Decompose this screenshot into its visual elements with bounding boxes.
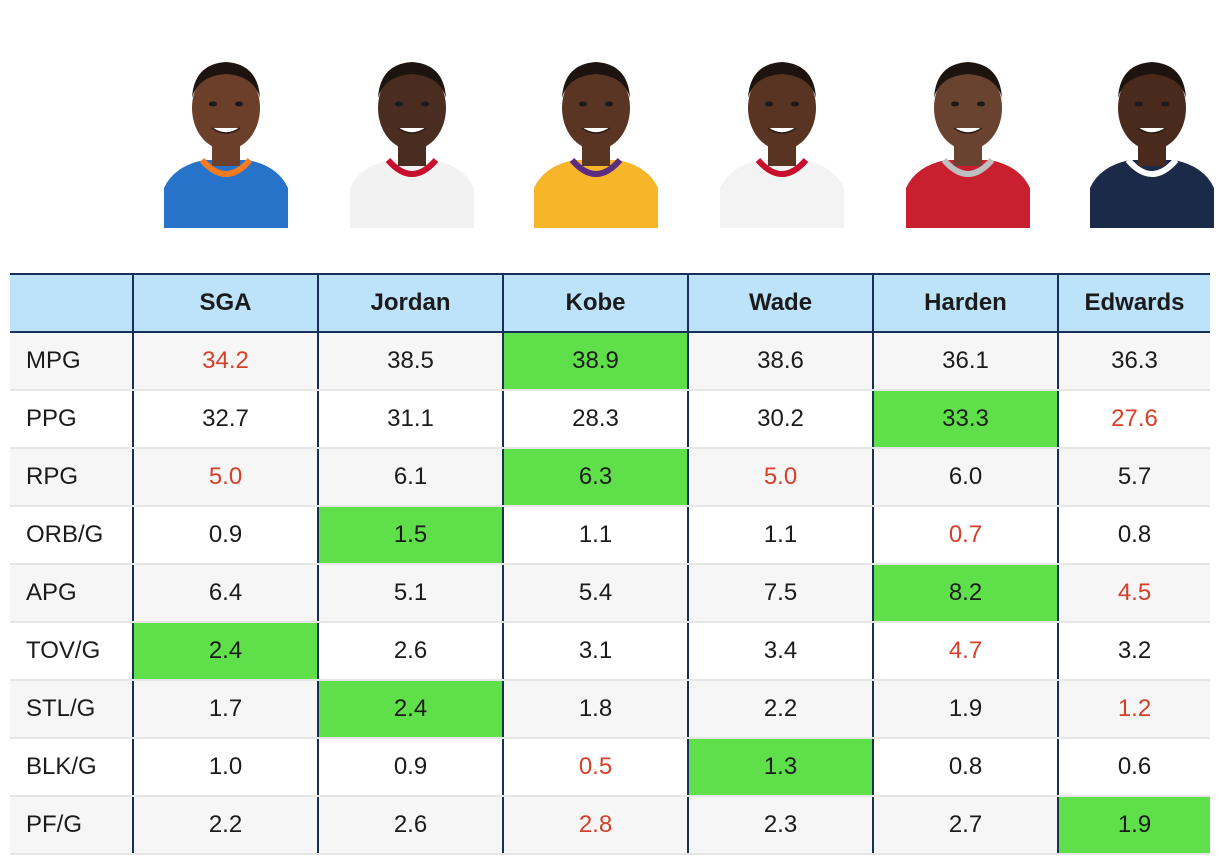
table-row: APG 6.4 5.1 5.4 7.5 8.2 4.5	[10, 564, 1210, 623]
stat-cell: 1.7	[132, 680, 318, 739]
stat-cell: 1.2	[1057, 680, 1210, 739]
header-jordan: Jordan	[317, 273, 503, 333]
table-row: ORB/G 0.9 1.5 1.1 1.1 0.7 0.8	[10, 506, 1210, 565]
stat-cell: 38.5	[317, 332, 503, 391]
player-photo-jordan	[350, 48, 474, 228]
header-kobe: Kobe	[502, 273, 688, 333]
stat-cell: 27.6	[1057, 390, 1210, 449]
player-photo-sga	[164, 48, 288, 228]
table-corner-cell	[10, 273, 133, 333]
stat-cell: 2.4	[317, 680, 503, 739]
stat-cell: 30.2	[687, 390, 873, 449]
stat-cell: 36.3	[1057, 332, 1210, 391]
stat-cell: 4.5	[1057, 564, 1210, 623]
stat-cell: 38.9	[502, 332, 688, 391]
stat-label: TOV/G	[10, 622, 133, 681]
stat-cell: 2.2	[687, 680, 873, 739]
stat-cell: 1.8	[502, 680, 688, 739]
stat-cell: 2.8	[502, 796, 688, 855]
table-row: PPG 32.7 31.1 28.3 30.2 33.3 27.6	[10, 390, 1210, 449]
stat-cell: 2.4	[132, 622, 318, 681]
player-portrait-edwards	[1090, 62, 1214, 228]
table-row: RPG 5.0 6.1 6.3 5.0 6.0 5.7	[10, 448, 1210, 507]
stat-label: BLK/G	[10, 738, 133, 797]
stat-cell: 5.4	[502, 564, 688, 623]
table-row: TOV/G 2.4 2.6 3.1 3.4 4.7 3.2	[10, 622, 1210, 681]
player-photo-wade	[720, 48, 844, 228]
player-photo-kobe	[534, 48, 658, 228]
stat-cell: 2.2	[132, 796, 318, 855]
stat-cell: 5.1	[317, 564, 503, 623]
player-portrait-jordan	[350, 62, 474, 228]
stat-cell: 5.7	[1057, 448, 1210, 507]
stat-cell: 34.2	[132, 332, 318, 391]
stat-cell: 38.6	[687, 332, 873, 391]
stat-cell: 3.1	[502, 622, 688, 681]
stat-cell: 0.6	[1057, 738, 1210, 797]
stat-cell: 6.1	[317, 448, 503, 507]
stat-cell: 1.5	[317, 506, 503, 565]
stat-label: STL/G	[10, 680, 133, 739]
stat-cell: 6.4	[132, 564, 318, 623]
stat-label: PF/G	[10, 796, 133, 855]
stat-cell: 6.0	[872, 448, 1058, 507]
player-portrait-sga	[164, 62, 288, 228]
stat-cell: 0.8	[872, 738, 1058, 797]
stat-cell: 1.9	[872, 680, 1058, 739]
table-row: STL/G 1.7 2.4 1.8 2.2 1.9 1.2	[10, 680, 1210, 739]
header-sga: SGA	[132, 273, 318, 333]
stat-cell: 0.9	[132, 506, 318, 565]
player-photos	[0, 0, 1220, 272]
stat-cell: 0.8	[1057, 506, 1210, 565]
stat-cell: 1.3	[687, 738, 873, 797]
player-portrait-harden	[906, 62, 1030, 228]
player-portrait-wade	[720, 62, 844, 228]
table-row: PF/G 2.2 2.6 2.8 2.3 2.7 1.9	[10, 796, 1210, 855]
stat-cell: 0.7	[872, 506, 1058, 565]
stat-cell: 5.0	[687, 448, 873, 507]
stat-cell: 31.1	[317, 390, 503, 449]
stat-cell: 2.6	[317, 622, 503, 681]
stat-cell: 5.0	[132, 448, 318, 507]
stat-cell: 1.1	[502, 506, 688, 565]
player-photo-harden	[906, 48, 1030, 228]
stat-cell: 3.4	[687, 622, 873, 681]
stat-cell: 28.3	[502, 390, 688, 449]
stat-cell: 32.7	[132, 390, 318, 449]
table-header-row: SGA Jordan Kobe Wade Harden Edwards	[10, 273, 1210, 333]
stat-cell: 7.5	[687, 564, 873, 623]
stat-label: RPG	[10, 448, 133, 507]
stat-cell: 33.3	[872, 390, 1058, 449]
stat-cell: 2.6	[317, 796, 503, 855]
player-portrait-kobe	[534, 62, 658, 228]
stat-cell: 2.3	[687, 796, 873, 855]
stat-cell: 2.7	[872, 796, 1058, 855]
stat-label: MPG	[10, 332, 133, 391]
stat-cell: 0.9	[317, 738, 503, 797]
stat-label: ORB/G	[10, 506, 133, 565]
header-edwards: Edwards	[1057, 273, 1210, 333]
table-row: BLK/G 1.0 0.9 0.5 1.3 0.8 0.6	[10, 738, 1210, 797]
player-photo-edwards	[1090, 48, 1214, 228]
stat-cell: 1.1	[687, 506, 873, 565]
table-row: MPG 34.2 38.5 38.9 38.6 36.1 36.3	[10, 332, 1210, 391]
stat-cell: 3.2	[1057, 622, 1210, 681]
stat-cell: 8.2	[872, 564, 1058, 623]
stats-table: SGA Jordan Kobe Wade Harden Edwards MPG 3…	[10, 273, 1210, 855]
stat-cell: 1.9	[1057, 796, 1210, 855]
header-harden: Harden	[872, 273, 1058, 333]
stat-cell: 6.3	[502, 448, 688, 507]
stat-cell: 4.7	[872, 622, 1058, 681]
stat-cell: 0.5	[502, 738, 688, 797]
stat-label: PPG	[10, 390, 133, 449]
stat-cell: 36.1	[872, 332, 1058, 391]
stat-cell: 1.0	[132, 738, 318, 797]
stat-label: APG	[10, 564, 133, 623]
header-wade: Wade	[687, 273, 873, 333]
